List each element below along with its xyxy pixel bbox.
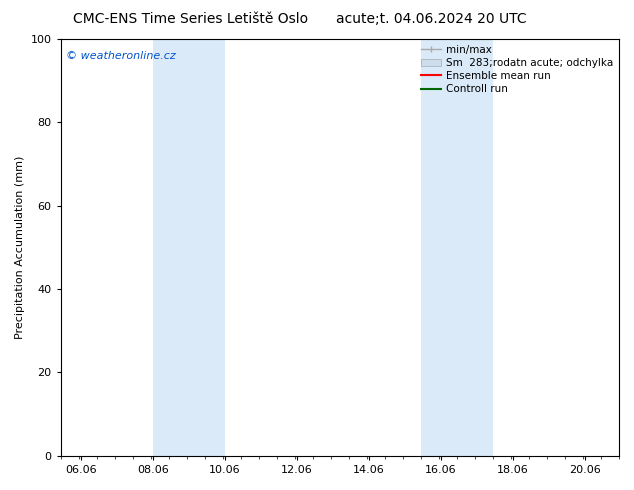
Text: acute;t. 04.06.2024 20 UTC: acute;t. 04.06.2024 20 UTC [336,12,526,26]
Bar [421,39,493,456]
Text: © weatheronline.cz: © weatheronline.cz [66,51,176,61]
Y-axis label: Precipitation Accumulation (mm): Precipitation Accumulation (mm) [15,156,25,339]
Text: CMC-ENS Time Series Letiště Oslo: CMC-ENS Time Series Letiště Oslo [73,12,307,26]
Bar [153,39,225,456]
Legend: min/max, Sm  283;rodatn acute; odchylka, Ensemble mean run, Controll run: min/max, Sm 283;rodatn acute; odchylka, … [417,41,617,98]
